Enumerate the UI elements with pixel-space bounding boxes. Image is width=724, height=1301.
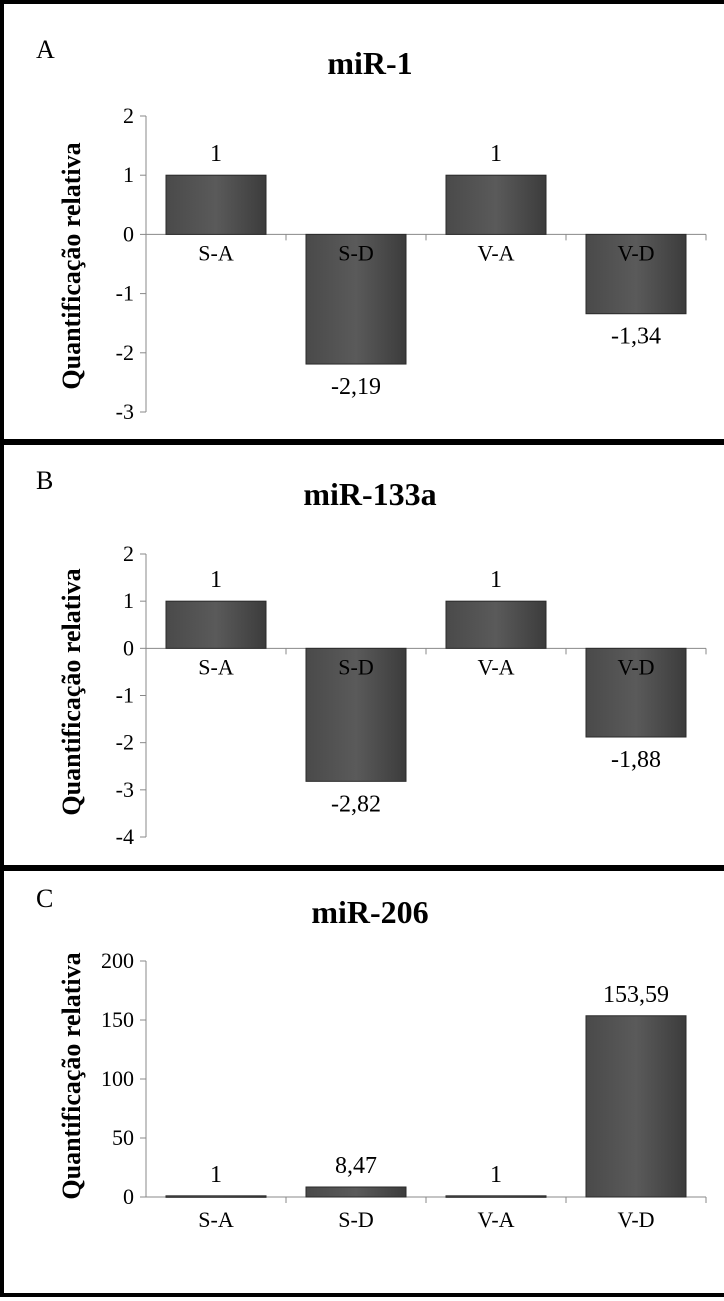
chart-title: miR-206 <box>311 894 428 930</box>
x-tick-label: S-A <box>198 1207 234 1232</box>
x-tick-label: S-A <box>198 654 234 679</box>
panel-letter: B <box>36 466 53 495</box>
x-tick-label: V-D <box>617 1207 654 1232</box>
bar-v-a <box>445 600 547 649</box>
data-label: 1 <box>210 141 222 167</box>
bar-s-a <box>165 1195 267 1198</box>
panel-letter: C <box>36 884 53 913</box>
data-label: 1 <box>490 1162 502 1188</box>
data-label: 1 <box>210 1162 222 1188</box>
y-tick-label: -4 <box>116 824 134 849</box>
bar-v-a <box>445 1195 547 1198</box>
data-label: -1,34 <box>611 324 661 350</box>
x-tick-label: S-D <box>338 240 373 265</box>
y-axis-label: Quantificação relativa <box>57 568 86 815</box>
y-tick-label: 2 <box>123 103 134 128</box>
x-tick-label: V-A <box>477 1207 514 1232</box>
bar-v-d <box>585 1015 687 1198</box>
y-tick-label: 2 <box>123 541 134 566</box>
y-axis-label: Quantificação relativa <box>57 952 86 1199</box>
y-tick-label: 1 <box>123 588 134 613</box>
bar-s-d <box>305 1186 407 1198</box>
data-label: 1 <box>490 141 502 167</box>
bar-v-d <box>585 647 687 738</box>
bar-v-d <box>585 233 687 315</box>
data-label: -1,88 <box>611 747 661 773</box>
y-tick-label: -1 <box>116 281 134 306</box>
bar-s-a <box>165 174 267 235</box>
x-tick-label: S-A <box>198 240 234 265</box>
y-tick-label: -2 <box>116 340 134 365</box>
y-tick-label: 0 <box>123 221 134 246</box>
bar-s-d <box>305 647 407 782</box>
y-tick-label: 0 <box>123 635 134 660</box>
data-label: 8,47 <box>335 1153 377 1179</box>
y-tick-label: 50 <box>112 1125 134 1150</box>
x-tick-label: V-A <box>477 240 514 265</box>
bar-s-a <box>165 600 267 649</box>
y-tick-label: -1 <box>116 683 134 708</box>
data-label: 1 <box>490 567 502 593</box>
y-axis-label: Quantificação relativa <box>57 142 86 389</box>
y-tick-label: 200 <box>101 948 134 973</box>
x-tick-label: V-A <box>477 654 514 679</box>
chart-title: miR-133a <box>303 476 436 512</box>
x-tick-label: S-D <box>338 654 373 679</box>
panel-letter: A <box>36 35 55 64</box>
y-tick-label: 150 <box>101 1007 134 1032</box>
data-label: -2,82 <box>331 791 381 817</box>
y-tick-label: -2 <box>116 730 134 755</box>
bar-v-a <box>445 174 547 235</box>
x-tick-label: S-D <box>338 1207 373 1232</box>
y-tick-label: 0 <box>123 1184 134 1209</box>
data-label: 1 <box>210 567 222 593</box>
x-tick-label: V-D <box>617 240 654 265</box>
y-tick-label: 1 <box>123 162 134 187</box>
chart-title: miR-1 <box>327 45 412 81</box>
bar-s-d <box>305 233 407 365</box>
y-tick-label: 100 <box>101 1066 134 1091</box>
y-tick-label: -3 <box>116 777 134 802</box>
data-label: -2,19 <box>331 374 381 400</box>
data-label: 153,59 <box>603 982 669 1008</box>
x-tick-label: V-D <box>617 654 654 679</box>
y-tick-label: -3 <box>116 399 134 424</box>
